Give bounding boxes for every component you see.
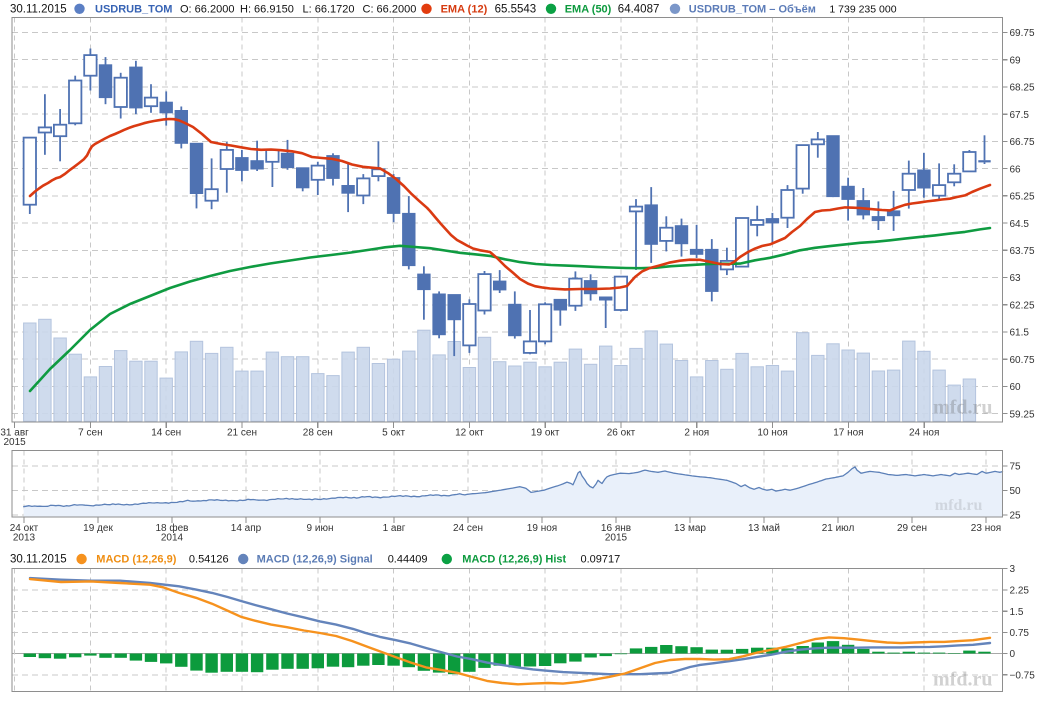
svg-text:17 ноя: 17 ноя	[833, 428, 863, 439]
svg-text:1 739 235 000: 1 739 235 000	[829, 3, 896, 15]
svg-text:14 сен: 14 сен	[151, 428, 181, 439]
svg-text:63.75: 63.75	[1010, 246, 1035, 257]
svg-text:67.5: 67.5	[1010, 110, 1030, 121]
svg-text:2013: 2013	[13, 533, 36, 544]
svg-text:60.75: 60.75	[1010, 355, 1035, 366]
svg-text:29 сен: 29 сен	[897, 523, 927, 534]
svg-text:63: 63	[1010, 273, 1022, 284]
svg-text:24 окт: 24 окт	[10, 523, 39, 534]
svg-text:mfd.ru: mfd.ru	[935, 497, 983, 514]
svg-text:2.25: 2.25	[1010, 586, 1030, 597]
svg-text:65.25: 65.25	[1010, 192, 1035, 203]
svg-text:USDRUB_TOM: USDRUB_TOM	[95, 3, 172, 15]
svg-text:5 окт: 5 окт	[382, 428, 405, 439]
svg-text:2014: 2014	[161, 533, 184, 544]
svg-text:MACD (12,26,9) Hist: MACD (12,26,9) Hist	[462, 553, 566, 565]
svg-text:mfd.ru: mfd.ru	[933, 669, 992, 691]
svg-text:0.44409: 0.44409	[388, 553, 428, 565]
svg-text:H: 66.9150: H: 66.9150	[240, 3, 294, 15]
svg-text:3: 3	[1010, 564, 1016, 575]
svg-text:12 окт: 12 окт	[455, 428, 484, 439]
svg-text:mfd.ru: mfd.ru	[933, 397, 992, 419]
svg-text:66.75: 66.75	[1010, 137, 1035, 148]
svg-text:9 июн: 9 июн	[307, 523, 334, 534]
svg-text:10 ноя: 10 ноя	[757, 428, 787, 439]
svg-text:30.11.2015: 30.11.2015	[10, 553, 67, 565]
svg-text:69: 69	[1010, 55, 1022, 66]
svg-text:24 ноя: 24 ноя	[909, 428, 939, 439]
svg-text:19 ноя: 19 ноя	[527, 523, 557, 534]
svg-text:65.5543: 65.5543	[495, 3, 537, 15]
svg-text:60: 60	[1010, 382, 1022, 393]
svg-text:13 мар: 13 мар	[674, 523, 706, 534]
svg-text:L: 66.1720: L: 66.1720	[303, 3, 355, 15]
svg-text:24 сен: 24 сен	[453, 523, 483, 534]
svg-text:59.25: 59.25	[1010, 409, 1035, 420]
svg-text:MACD (12,26,9): MACD (12,26,9)	[96, 553, 176, 565]
svg-text:16 янв: 16 янв	[601, 523, 631, 534]
svg-text:C: 66.2000: C: 66.2000	[363, 3, 417, 15]
svg-text:2 ноя: 2 ноя	[684, 428, 709, 439]
svg-text:7 сен: 7 сен	[78, 428, 102, 439]
svg-text:1 авг: 1 авг	[383, 523, 406, 534]
svg-text:O: 66.2000: O: 66.2000	[180, 3, 234, 15]
svg-text:USDRUB_TOM – Объём: USDRUB_TOM – Объём	[689, 3, 816, 15]
svg-text:MACD (12,26,9) Signal: MACD (12,26,9) Signal	[257, 553, 373, 565]
svg-text:26 окт: 26 окт	[607, 428, 636, 439]
svg-text:19 дек: 19 дек	[83, 523, 113, 534]
svg-text:21 сен: 21 сен	[227, 428, 257, 439]
svg-text:68.25: 68.25	[1010, 83, 1035, 94]
svg-text:64.5: 64.5	[1010, 219, 1030, 230]
svg-text:19 окт: 19 окт	[531, 428, 560, 439]
svg-text:0.09717: 0.09717	[581, 553, 621, 565]
svg-text:30.11.2015: 30.11.2015	[10, 3, 67, 15]
svg-text:0.54126: 0.54126	[189, 553, 229, 565]
svg-text:2015: 2015	[3, 437, 26, 448]
svg-text:66: 66	[1010, 164, 1022, 175]
svg-text:14 апр: 14 апр	[231, 523, 262, 534]
svg-text:69.75: 69.75	[1010, 28, 1035, 39]
svg-text:EMA (12): EMA (12)	[441, 3, 488, 15]
svg-text:21 июл: 21 июл	[822, 523, 855, 534]
svg-text:−0.75: −0.75	[1010, 671, 1036, 682]
svg-text:1.5: 1.5	[1010, 607, 1024, 618]
svg-text:31 авг: 31 авг	[0, 428, 29, 439]
svg-text:18 фев: 18 фев	[155, 522, 188, 534]
svg-text:64.4087: 64.4087	[618, 3, 660, 15]
svg-text:50: 50	[1010, 486, 1022, 497]
svg-text:0: 0	[1010, 649, 1016, 660]
svg-text:28 сен: 28 сен	[303, 428, 333, 439]
svg-text:2015: 2015	[605, 533, 628, 544]
svg-text:13 май: 13 май	[748, 523, 780, 534]
svg-text:61.5: 61.5	[1010, 328, 1030, 339]
svg-text:EMA (50): EMA (50)	[565, 3, 612, 15]
svg-text:23 ноя: 23 ноя	[971, 523, 1001, 534]
svg-text:25: 25	[1010, 511, 1022, 522]
svg-text:0.75: 0.75	[1010, 628, 1030, 639]
svg-text:75: 75	[1010, 462, 1022, 473]
svg-text:62.25: 62.25	[1010, 300, 1035, 311]
